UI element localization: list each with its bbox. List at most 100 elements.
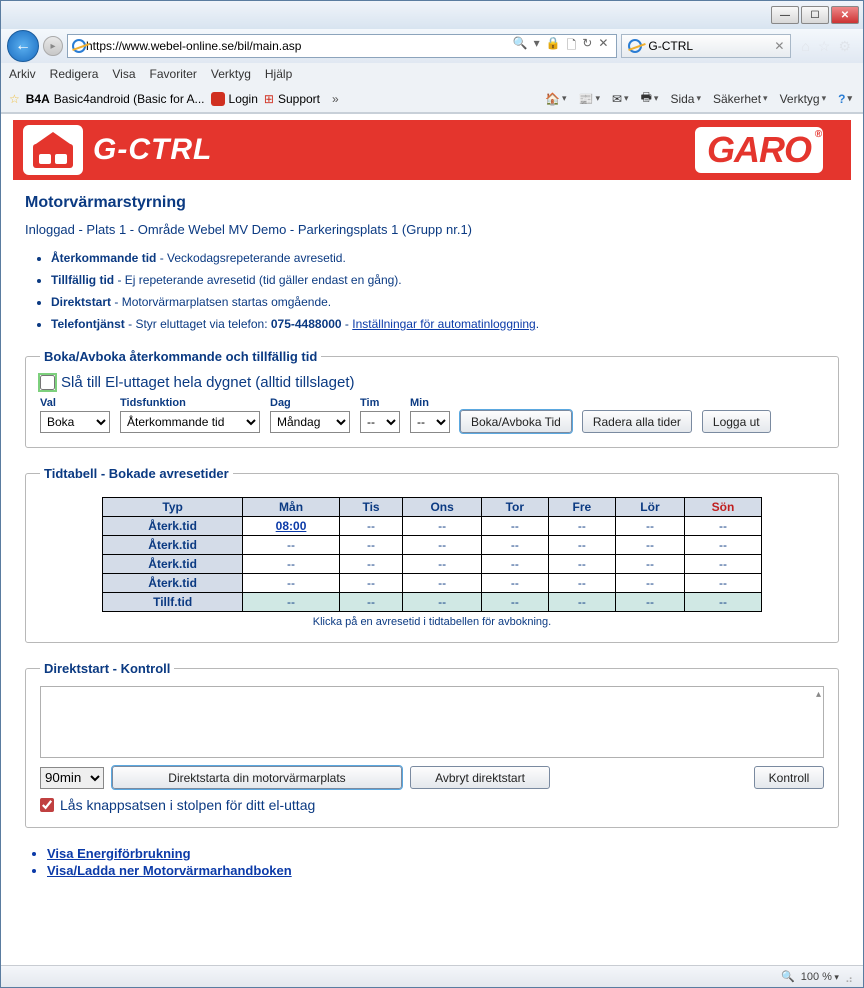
timetable-cell: --: [684, 555, 761, 574]
breadcrumb: Inloggad - Plats 1 - Område Webel MV Dem…: [25, 222, 851, 237]
fav-basic4android[interactable]: B4A Basic4android (Basic for A...: [26, 92, 205, 106]
resize-grip-icon[interactable]: ⣠: [845, 970, 853, 983]
lock-row: Lås knappsatsen i stolpen för ditt el-ut…: [40, 797, 824, 813]
cmd-verktyg[interactable]: Verktyg: [777, 92, 830, 106]
search-icon[interactable]: 🔍: [513, 36, 528, 57]
radera-button[interactable]: Radera alla tider: [582, 410, 692, 433]
tab-close-icon[interactable]: ✕: [774, 39, 784, 53]
menu-redigera[interactable]: Redigera: [50, 67, 99, 81]
def-aterkommande: Återkommande tid - Veckodagsrepeterande …: [51, 251, 851, 265]
telefon-settings-link[interactable]: Inställningar för automatinloggning: [352, 317, 535, 331]
tab-title: G-CTRL: [648, 39, 693, 53]
timetable-cell: --: [243, 574, 340, 593]
cmd-home[interactable]: 🏠: [542, 92, 569, 106]
cmd-sida[interactable]: Sida: [667, 92, 704, 106]
timetable-cell: --: [616, 536, 685, 555]
timetable-rowtype: Återk.tid: [103, 536, 243, 555]
def-direktstart: Direktstart - Motorvärmarplatsen startas…: [51, 295, 851, 309]
definitions-list: Återkommande tid - Veckodagsrepeterande …: [51, 251, 851, 331]
cmd-print[interactable]: 🖶: [638, 88, 662, 109]
timetable-cell: --: [481, 517, 548, 536]
kontroll-button[interactable]: Kontroll: [754, 766, 824, 789]
booked-time-link[interactable]: 08:00: [276, 519, 307, 533]
menu-hjalp[interactable]: Hjälp: [265, 67, 292, 81]
timetable-cell: --: [243, 593, 340, 612]
cmd-feeds[interactable]: 📰: [576, 92, 603, 106]
timetable-cell: --: [339, 555, 403, 574]
timetable-cell: --: [339, 574, 403, 593]
timetable-header: Tis: [339, 498, 403, 517]
def-tillfallig: Tillfällig tid - Ej repeterande avreseti…: [51, 273, 851, 287]
direktstart-log[interactable]: ▴: [40, 686, 824, 758]
add-favorite-icon[interactable]: ☆: [9, 92, 20, 106]
logga-ut-button[interactable]: Logga ut: [702, 410, 771, 433]
zoom-icon[interactable]: 🔍: [781, 970, 795, 983]
scroll-up-icon[interactable]: ▴: [816, 689, 821, 700]
avbryt-button[interactable]: Avbryt direktstart: [410, 766, 550, 789]
timetable-cell: --: [616, 593, 685, 612]
refresh-icon[interactable]: ↻: [582, 36, 592, 57]
titlebar: ― ☐ ✕: [1, 1, 863, 29]
menu-visa[interactable]: Visa: [112, 67, 135, 81]
url-icons: 🔍 ▾ 🔒 🗋 ↻ ✕: [509, 36, 613, 57]
cmd-sakerhet[interactable]: Säkerhet: [710, 92, 771, 106]
compat-icon[interactable]: 🗋: [567, 36, 577, 57]
minimize-button[interactable]: ―: [771, 6, 799, 24]
timetable-rowtype: Återk.tid: [103, 517, 243, 536]
menu-verktyg[interactable]: Verktyg: [211, 67, 251, 81]
timetable-cell[interactable]: 08:00: [243, 517, 340, 536]
cmd-mail[interactable]: ✉: [609, 92, 632, 106]
bottom-links: Visa Energiförbrukning Visa/Ladda ner Mo…: [47, 846, 851, 878]
val-select[interactable]: Boka: [40, 411, 110, 433]
back-button[interactable]: ←: [7, 30, 39, 62]
timetable-cell: --: [616, 555, 685, 574]
duration-select[interactable]: 90min: [40, 767, 104, 789]
url-input[interactable]: [301, 39, 508, 53]
dag-select[interactable]: Måndag: [270, 411, 350, 433]
home-icon[interactable]: ⌂: [801, 38, 809, 55]
direktstart-button[interactable]: Direktstarta din motorvärmarplats: [112, 766, 402, 789]
cmd-help[interactable]: ?: [835, 92, 855, 106]
direktstart-controls: 90min Direktstarta din motorvärmarplats …: [40, 766, 824, 789]
chrome-buttons: ⌂ ☆ ⚙: [795, 38, 857, 55]
timetable-rowtype: Tillf.tid: [103, 593, 243, 612]
menu-arkiv[interactable]: Arkiv: [9, 67, 36, 81]
timetable-header: Typ: [103, 498, 243, 517]
always-on-checkbox[interactable]: [40, 375, 55, 390]
url-host: webel-online.se: [151, 39, 234, 53]
timetable-cell: --: [243, 536, 340, 555]
lock-label: Lås knappsatsen i stolpen för ditt el-ut…: [60, 797, 315, 813]
val-label: Val: [40, 397, 110, 409]
close-button[interactable]: ✕: [831, 6, 859, 24]
energi-link[interactable]: Visa Energiförbrukning: [47, 846, 191, 861]
browser-window: ― ☐ ✕ ← ▸ https://www.webel-online.se/bi…: [0, 0, 864, 988]
tim-select[interactable]: --: [360, 411, 400, 433]
timetable: TypMånTisOnsTorFreLörSön Återk.tid08:00-…: [102, 497, 762, 612]
handbok-link[interactable]: Visa/Ladda ner Motorvärmarhandboken: [47, 863, 292, 878]
url-box[interactable]: https://www.webel-online.se/bil/main.asp…: [67, 34, 617, 58]
tidtabell-legend: Tidtabell - Bokade avresetider: [40, 466, 233, 481]
fav-support[interactable]: ⊞ Support: [264, 92, 320, 106]
timetable-cell: --: [339, 536, 403, 555]
timetable-header: Lör: [616, 498, 685, 517]
fav-overflow-icon[interactable]: »: [332, 92, 339, 106]
timetable-row: Återk.tid--------------: [103, 555, 762, 574]
tools-icon[interactable]: ⚙: [838, 38, 851, 55]
dag-label: Dag: [270, 397, 350, 409]
menu-favoriter[interactable]: Favoriter: [150, 67, 197, 81]
timetable-header: Sön: [684, 498, 761, 517]
stop-icon[interactable]: ✕: [598, 36, 608, 57]
lock-checkbox[interactable]: [40, 798, 54, 812]
timetable-cell: --: [548, 574, 615, 593]
forward-button[interactable]: ▸: [43, 36, 63, 56]
favorites-icon[interactable]: ☆: [818, 38, 831, 55]
fav-login[interactable]: Login: [211, 92, 258, 106]
zoom-level[interactable]: 100 %: [801, 971, 839, 983]
tidsfunktion-select[interactable]: Återkommande tid: [120, 411, 260, 433]
browser-tab[interactable]: G-CTRL ✕: [621, 34, 791, 58]
boka-avboka-button[interactable]: Boka/Avboka Tid: [460, 410, 572, 433]
page-viewport[interactable]: G-CTRL GARO Motorvärmarstyrning Inloggad…: [1, 113, 863, 965]
min-select[interactable]: --: [410, 411, 450, 433]
garo-logo: GARO: [695, 127, 823, 173]
maximize-button[interactable]: ☐: [801, 6, 829, 24]
